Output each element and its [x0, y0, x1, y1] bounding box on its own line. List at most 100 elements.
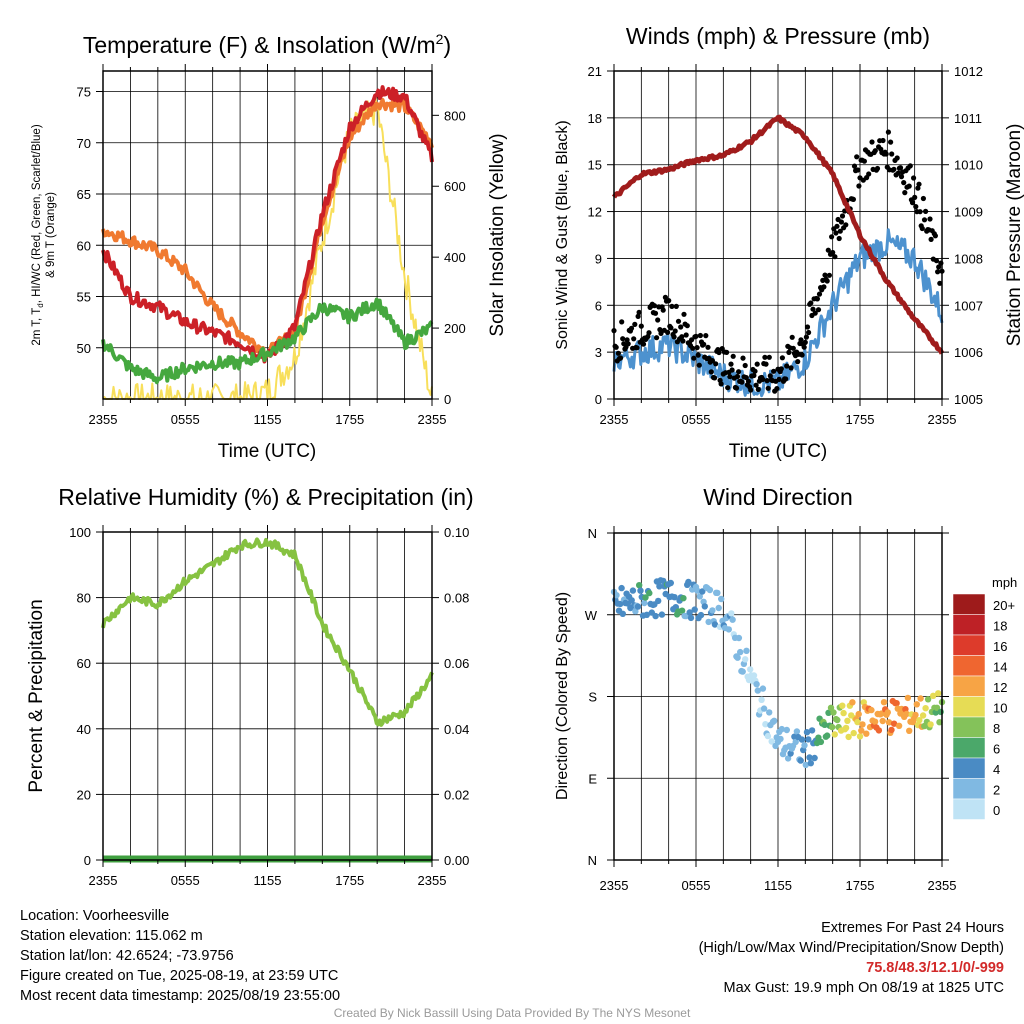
gust-point	[635, 313, 641, 319]
direction-point	[642, 594, 649, 601]
x-tick-label: 2355	[928, 878, 957, 893]
colorbar-label: 0	[993, 803, 1000, 818]
direction-point	[930, 692, 937, 699]
gust-point	[832, 254, 838, 260]
direction-point	[808, 727, 816, 734]
gust-point	[806, 329, 812, 336]
direction-point	[890, 720, 898, 727]
gust-point	[778, 366, 784, 372]
gust-point	[883, 151, 889, 157]
y2-tick-label: 1007	[954, 298, 983, 313]
gust-point	[712, 375, 718, 381]
colorbar-label: 12	[993, 680, 1007, 695]
gust-point	[625, 341, 631, 347]
gust-point	[708, 369, 714, 375]
y-tick-label: 3	[595, 345, 602, 360]
gust-point	[838, 219, 845, 225]
gust-point	[901, 180, 907, 186]
direction-point	[927, 721, 934, 728]
gust-point	[755, 386, 761, 392]
x-tick-label: 1155	[254, 412, 282, 427]
x-tick-label: 0555	[171, 873, 200, 888]
direction-point	[628, 597, 635, 604]
direction-point	[729, 616, 736, 623]
gust-point	[936, 264, 942, 270]
winds-series	[611, 114, 945, 398]
direction-panel: Wind Direction 2355 0555 1155 1755 2355NESWN…	[554, 484, 1017, 893]
gust-point	[640, 341, 647, 347]
x-tick-label: 1155	[764, 878, 792, 893]
gust-point	[869, 139, 875, 145]
gust-point	[655, 317, 661, 323]
y-tick-label: 18	[588, 111, 602, 126]
y2-tick-label: 1009	[954, 205, 983, 220]
direction-point	[634, 603, 642, 610]
x-tick-label: 2355	[89, 412, 118, 427]
gust-point	[636, 309, 642, 315]
direction-point	[715, 604, 722, 612]
direction-point	[771, 717, 778, 724]
y2-tick-label: 0.02	[444, 787, 469, 802]
colorbar-label: 16	[993, 639, 1007, 654]
gust-point	[839, 213, 846, 219]
gust-point	[652, 310, 659, 316]
winds-xlabel: Time (UTC)	[729, 441, 828, 462]
gust-point	[628, 325, 635, 331]
direction-point	[913, 701, 920, 708]
gust-point	[733, 385, 740, 391]
gust-point	[665, 329, 671, 335]
x-tick-label: 1755	[846, 878, 875, 893]
direction-point	[817, 738, 825, 746]
gust-point	[919, 225, 925, 232]
temperature-title: Temperature (F) & Insolation (W/m2)	[83, 31, 451, 58]
y2-tick-label: 0	[444, 392, 451, 407]
direction-point	[850, 729, 857, 737]
gust-point	[680, 338, 686, 344]
direction-point	[656, 583, 663, 590]
gust-point	[760, 376, 766, 382]
figure: Temperature (F) & Insolation (W/m2) 2355…	[26, 23, 1024, 893]
direction-point	[904, 694, 912, 702]
gust-point	[763, 361, 769, 367]
direction-point	[783, 726, 790, 734]
y-tick-label: 55	[77, 290, 91, 305]
gust-point	[739, 379, 745, 385]
humidity-title: Relative Humidity (%) & Precipitation (i…	[58, 484, 473, 510]
gust-point	[824, 278, 830, 284]
gust-point	[833, 230, 839, 236]
credit-text: Created By Nick Bassill Using Data Provi…	[333, 1006, 691, 1020]
x-tick-label: 0555	[682, 412, 711, 427]
direction-point	[697, 611, 705, 619]
direction-point	[701, 603, 708, 610]
y-tick-label: 60	[77, 656, 91, 671]
direction-point	[919, 712, 927, 719]
colorbar-label: 20+	[993, 598, 1015, 613]
gust-point	[619, 319, 625, 325]
gust-point	[916, 181, 922, 187]
direction-point	[829, 723, 836, 731]
gust-point	[654, 335, 660, 341]
gust-point	[658, 330, 664, 336]
direction-point	[797, 757, 804, 764]
winds-title: Winds (mph) & Pressure (mb)	[626, 23, 930, 49]
direction-point	[655, 597, 662, 605]
gust-point	[765, 385, 771, 391]
direction-point	[936, 719, 943, 726]
x-tick-label: 2355	[600, 412, 629, 427]
gust-point	[742, 362, 748, 369]
direction-point	[802, 761, 809, 769]
direction-point	[824, 732, 831, 739]
direction-point	[879, 717, 886, 725]
direction-point	[613, 592, 620, 599]
y-tick-label: 15	[588, 158, 602, 173]
colorbar-label: 2	[993, 783, 1000, 798]
extremes-values: 75.8/48.3/12.1/0/-999	[866, 960, 1004, 976]
direction-point	[875, 727, 883, 734]
direction-point	[685, 578, 692, 586]
gust-point	[815, 307, 822, 313]
y2-tick-label: 0.06	[444, 656, 469, 671]
gust-point	[801, 344, 807, 350]
gust-point	[631, 336, 637, 342]
gust-point	[754, 361, 760, 367]
direction-point	[619, 610, 626, 617]
